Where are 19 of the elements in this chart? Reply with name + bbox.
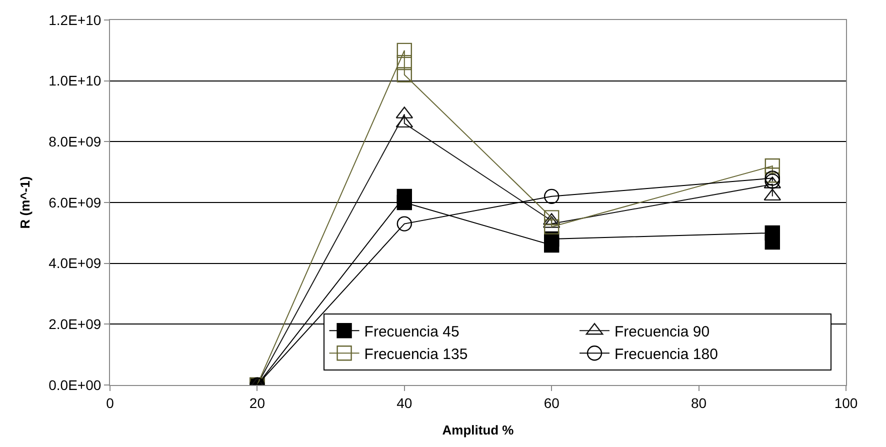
y-tick-label: 6.0E+09 <box>48 194 102 210</box>
y-tick-label: 1.2E+10 <box>48 12 102 28</box>
legend-label: Frecuencia 135 <box>364 346 468 363</box>
x-tick-label: 0 <box>106 394 114 411</box>
legend-label: Frecuencia 45 <box>364 324 460 340</box>
y-tick-label: 2.0E+09 <box>48 316 102 332</box>
x-axis-title: Amplitud % <box>442 422 514 438</box>
x-tick-label: 20 <box>249 394 266 411</box>
y-tick-label: 8.0E+09 <box>48 134 102 150</box>
legend-label: Frecuencia 180 <box>614 346 718 363</box>
x-tick-label: 40 <box>396 394 412 411</box>
x-tick-label: 100 <box>834 394 858 411</box>
x-tick-label: 60 <box>544 394 560 411</box>
x-tick-label: 80 <box>691 394 707 411</box>
y-tick-label: 0.0E+00 <box>48 376 102 393</box>
y-tick-label: 1.0E+10 <box>48 72 102 89</box>
y-axis-title: R (m^-1) <box>18 176 33 229</box>
y-tick-label: 4.0E+09 <box>48 255 102 272</box>
legend-label: Frecuencia 90 <box>614 324 710 340</box>
